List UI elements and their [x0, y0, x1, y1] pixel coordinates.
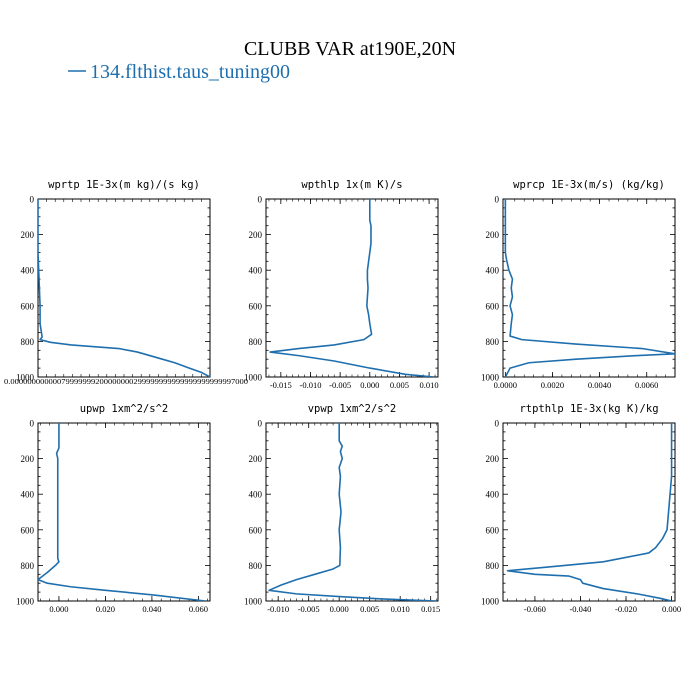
panel-title: wprcp 1E-3x(m/s) (kg/kg) — [513, 179, 665, 191]
x-tick-labels-overlapping: 0.00000000000079999999200000000299999999… — [4, 378, 248, 386]
chart-panel-4: upwp 1xm^2/s^2 0 200 400 600 800 1000 0.000 0.02… — [16, 403, 211, 614]
y-tick-label: 200 — [486, 230, 500, 240]
x-tick-label: -0.005 — [329, 380, 351, 390]
x-tick-label: 0.010 — [391, 604, 410, 614]
y-tick-label: 400 — [249, 266, 263, 276]
chart-panels: wprtp 1E-3x(m kg)/(s kg) 0 200 400 600 800 100… — [4, 179, 681, 614]
x-tick-label: 0.010 — [420, 380, 439, 390]
x-tick-label: 0.0020 — [541, 380, 564, 390]
y-tick-label: 800 — [486, 337, 500, 347]
y-tick-label: 600 — [486, 301, 500, 311]
y-tick-label: 1000 — [244, 597, 263, 607]
y-tick-label: 800 — [21, 561, 35, 571]
x-tick-label: 0.015 — [421, 604, 440, 614]
series-line-1 — [506, 423, 673, 601]
y-tick-label: 800 — [486, 561, 500, 571]
x-tick-label: 0.0060 — [635, 380, 658, 390]
y-tick-label: 0 — [258, 195, 263, 205]
x-tick-label: 0.005 — [360, 604, 379, 614]
y-tick-label: 0 — [258, 419, 263, 429]
y-tick-label: 600 — [486, 525, 500, 535]
x-tick-label: 0.0000 — [494, 380, 517, 390]
x-tick-label: 0.000 — [360, 380, 379, 390]
y-tick-label: 200 — [249, 454, 263, 464]
figure-title: CLUBB VAR at190E,20N — [244, 38, 456, 60]
x-tick-label: -0.020 — [615, 604, 637, 614]
x-tick-label: 0.000 — [49, 604, 68, 614]
y-tick-label: 600 — [249, 525, 263, 535]
series-line-1 — [38, 199, 210, 377]
panel-title: vpwp 1xm^2/s^2 — [308, 403, 397, 415]
y-tick-label: 200 — [21, 454, 35, 464]
chart-panel-2: wpthlp 1x(m K)/s02004006008001000-0.015-… — [244, 179, 439, 390]
x-tick-label: -0.010 — [267, 604, 289, 614]
x-tick-label: -0.060 — [524, 604, 546, 614]
y-tick-label: 800 — [249, 337, 263, 347]
y-tick-label: 600 — [21, 525, 35, 535]
y-tick-label: 400 — [249, 490, 263, 500]
chart-panel-6: rtpthlp 1E-3x(kg K)/kg 0 200 400 600 800 1000 -… — [481, 403, 681, 614]
x-tick-label: -0.015 — [270, 380, 292, 390]
y-tick-label: 200 — [21, 230, 35, 240]
y-tick-label: 200 — [486, 454, 500, 464]
y-tick-label: 800 — [21, 337, 35, 347]
series-line-1 — [504, 199, 675, 377]
y-tick-label: 400 — [21, 490, 35, 500]
y-tick-label: 600 — [21, 301, 35, 311]
chart-panel-3: wprcp 1E-3x(m/s) (kg/kg) 0 200 400 600 800 100… — [481, 179, 676, 390]
legend-label: 134.flthist.taus_tuning00 — [90, 61, 290, 83]
x-tick-label: 0.005 — [390, 380, 409, 390]
chart-panel-1: wprtp 1E-3x(m kg)/(s kg) 0 200 400 600 800 100… — [4, 179, 248, 386]
x-tick-label: -0.005 — [298, 604, 320, 614]
chart-panel-5: vpwp 1xm^2/s^2 0 200 400 600 800 1000 -0.010 -0.… — [244, 403, 440, 614]
y-tick-label: 0 — [495, 419, 500, 429]
y-tick-label: 200 — [249, 230, 263, 240]
series-line-1 — [38, 423, 206, 601]
panel-title: upwp 1xm^2/s^2 — [80, 403, 169, 415]
x-tick-label: 0.000 — [662, 604, 681, 614]
y-tick-label: 0 — [30, 195, 35, 205]
x-tick-label: 0.060 — [189, 604, 208, 614]
panel-title: wprtp 1E-3x(m kg)/(s kg) — [48, 179, 200, 191]
y-tick-label: 1000 — [481, 373, 500, 383]
y-tick-label: 400 — [486, 490, 500, 500]
y-tick-label: 1000 — [244, 373, 263, 383]
y-tick-label: 0 — [30, 419, 35, 429]
series-line-1 — [268, 423, 437, 601]
x-tick-label: 0.000 — [330, 604, 349, 614]
y-tick-label: 800 — [249, 561, 263, 571]
x-tick-label: -0.040 — [569, 604, 591, 614]
x-tick-label: 0.020 — [96, 604, 115, 614]
y-tick-label: 1000 — [16, 597, 35, 607]
y-tick-label: 1000 — [16, 373, 35, 383]
y-tick-label: 600 — [249, 301, 263, 311]
panel-title: rtpthlp 1E-3x(kg K)/kg — [519, 403, 658, 415]
y-tick-label: 400 — [486, 266, 500, 276]
series-line-1 — [269, 199, 434, 377]
x-tick-label: 0.040 — [142, 604, 161, 614]
y-tick-label: 400 — [21, 266, 35, 276]
y-tick-label: 1000 — [481, 597, 500, 607]
panel-title: wpthlp 1x(m K)/s — [301, 179, 402, 191]
y-tick-label: 0 — [495, 195, 500, 205]
x-tick-label: -0.010 — [299, 380, 321, 390]
x-tick-label: 0.0040 — [588, 380, 611, 390]
